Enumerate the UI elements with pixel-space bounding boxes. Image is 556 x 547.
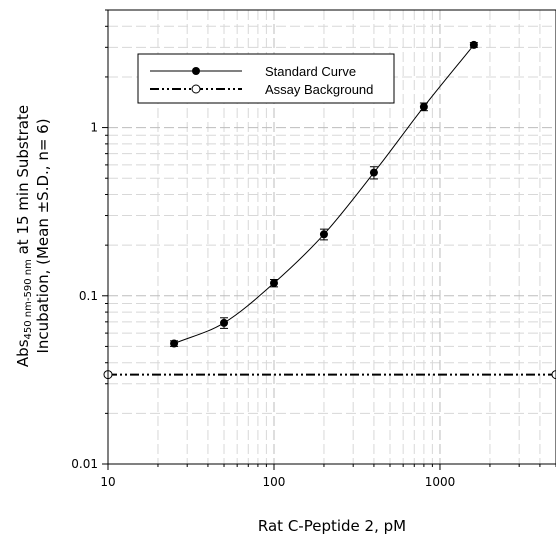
- legend-standard-curve-marker: [192, 67, 200, 75]
- standard-curve-point: [269, 279, 278, 288]
- y-axis-title-subscript: 450 nm-590 nm: [23, 259, 34, 339]
- legend-assay-background-marker: [191, 84, 201, 94]
- y-tick-label: 1: [90, 121, 98, 135]
- x-tick-label: 100: [263, 475, 286, 489]
- standard-curve-point: [469, 40, 478, 49]
- legend: Standard Curve Assay Background: [137, 53, 395, 104]
- standard-curve-point: [220, 318, 229, 327]
- y-axis-title-prefix: Abs: [14, 339, 32, 367]
- legend-assay-background-label: Assay Background: [265, 82, 373, 97]
- y-axis-title-line1: Abs450 nm-590 nm at 15 min Substrate: [14, 105, 34, 367]
- data-points: [103, 40, 556, 380]
- x-axis-ticks: 10 100 1000: [100, 464, 556, 489]
- standard-curve-point: [319, 230, 328, 239]
- x-axis-title: Rat C-Peptide 2, pM: [258, 517, 406, 535]
- x-tick-label: 1000: [425, 475, 456, 489]
- y-axis-title-line2: Incubation, (Mean ±S.D., n= 6): [34, 118, 52, 353]
- assay-background-point: [551, 370, 556, 380]
- y-tick-label: 0.1: [79, 289, 98, 303]
- y-axis-title-suffix: at 15 min Substrate: [14, 105, 32, 259]
- plot-frame: [107, 9, 556, 465]
- standard-curve-point: [170, 339, 179, 348]
- legend-box: [137, 53, 395, 104]
- x-tick-label: 10: [100, 475, 115, 489]
- y-axis-ticks: 0.01 0.1 1: [71, 9, 108, 471]
- standard-curve-point: [419, 102, 428, 111]
- y-tick-label: 0.01: [71, 457, 98, 471]
- standard-curve-point: [369, 168, 378, 177]
- legend-standard-curve-label: Standard Curve: [265, 64, 356, 79]
- y-axis-title: Abs450 nm-590 nm at 15 min Substrate Inc…: [14, 105, 52, 367]
